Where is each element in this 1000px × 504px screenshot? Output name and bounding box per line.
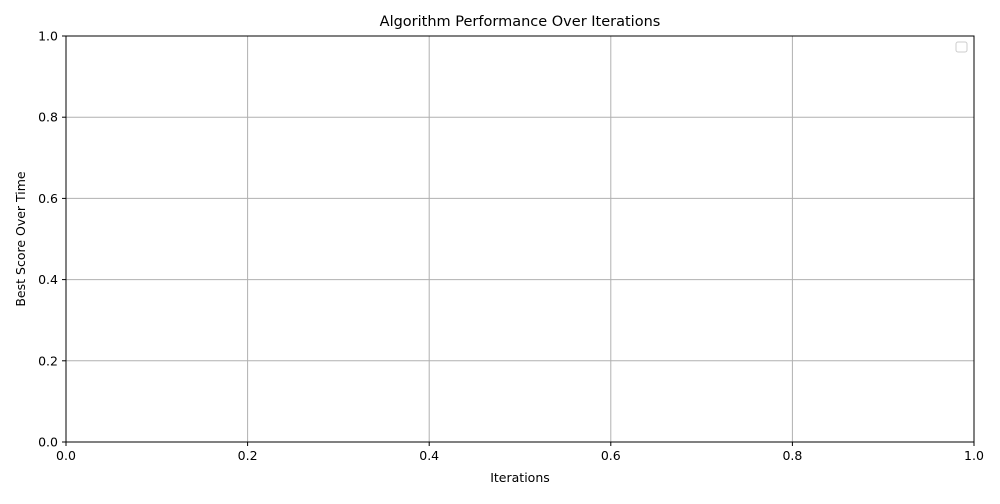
- x-tick-label: 1.0: [964, 448, 984, 463]
- legend-box: [955, 41, 968, 53]
- x-tick-label: 0.4: [419, 448, 439, 463]
- y-axis-label: Best Score Over Time: [13, 171, 28, 307]
- plot-area-frame: [65, 35, 975, 443]
- axis-ticks: 0.0 0.2 0.4 0.6 0.8 1.0 0.0 0.2 0.4 0.6 0.8 1.0: [38, 29, 984, 464]
- y-tick-label: 1.0: [38, 29, 58, 44]
- x-tick-label: 0.8: [782, 448, 802, 463]
- x-tick-label: 0.6: [601, 448, 621, 463]
- x-axis-label: Iterations: [490, 470, 550, 485]
- grid-lines: [65, 35, 975, 443]
- y-tick-label: 0.0: [38, 435, 58, 450]
- x-tick-label: 0.2: [238, 448, 258, 463]
- x-tick-label: 0.0: [56, 448, 76, 463]
- y-tick-label: 0.4: [38, 272, 58, 287]
- y-tick-label: 0.8: [38, 110, 58, 125]
- chart-title: Algorithm Performance Over Iterations: [380, 14, 661, 30]
- y-tick-label: 0.2: [38, 353, 58, 368]
- y-tick-label: 0.6: [38, 191, 58, 206]
